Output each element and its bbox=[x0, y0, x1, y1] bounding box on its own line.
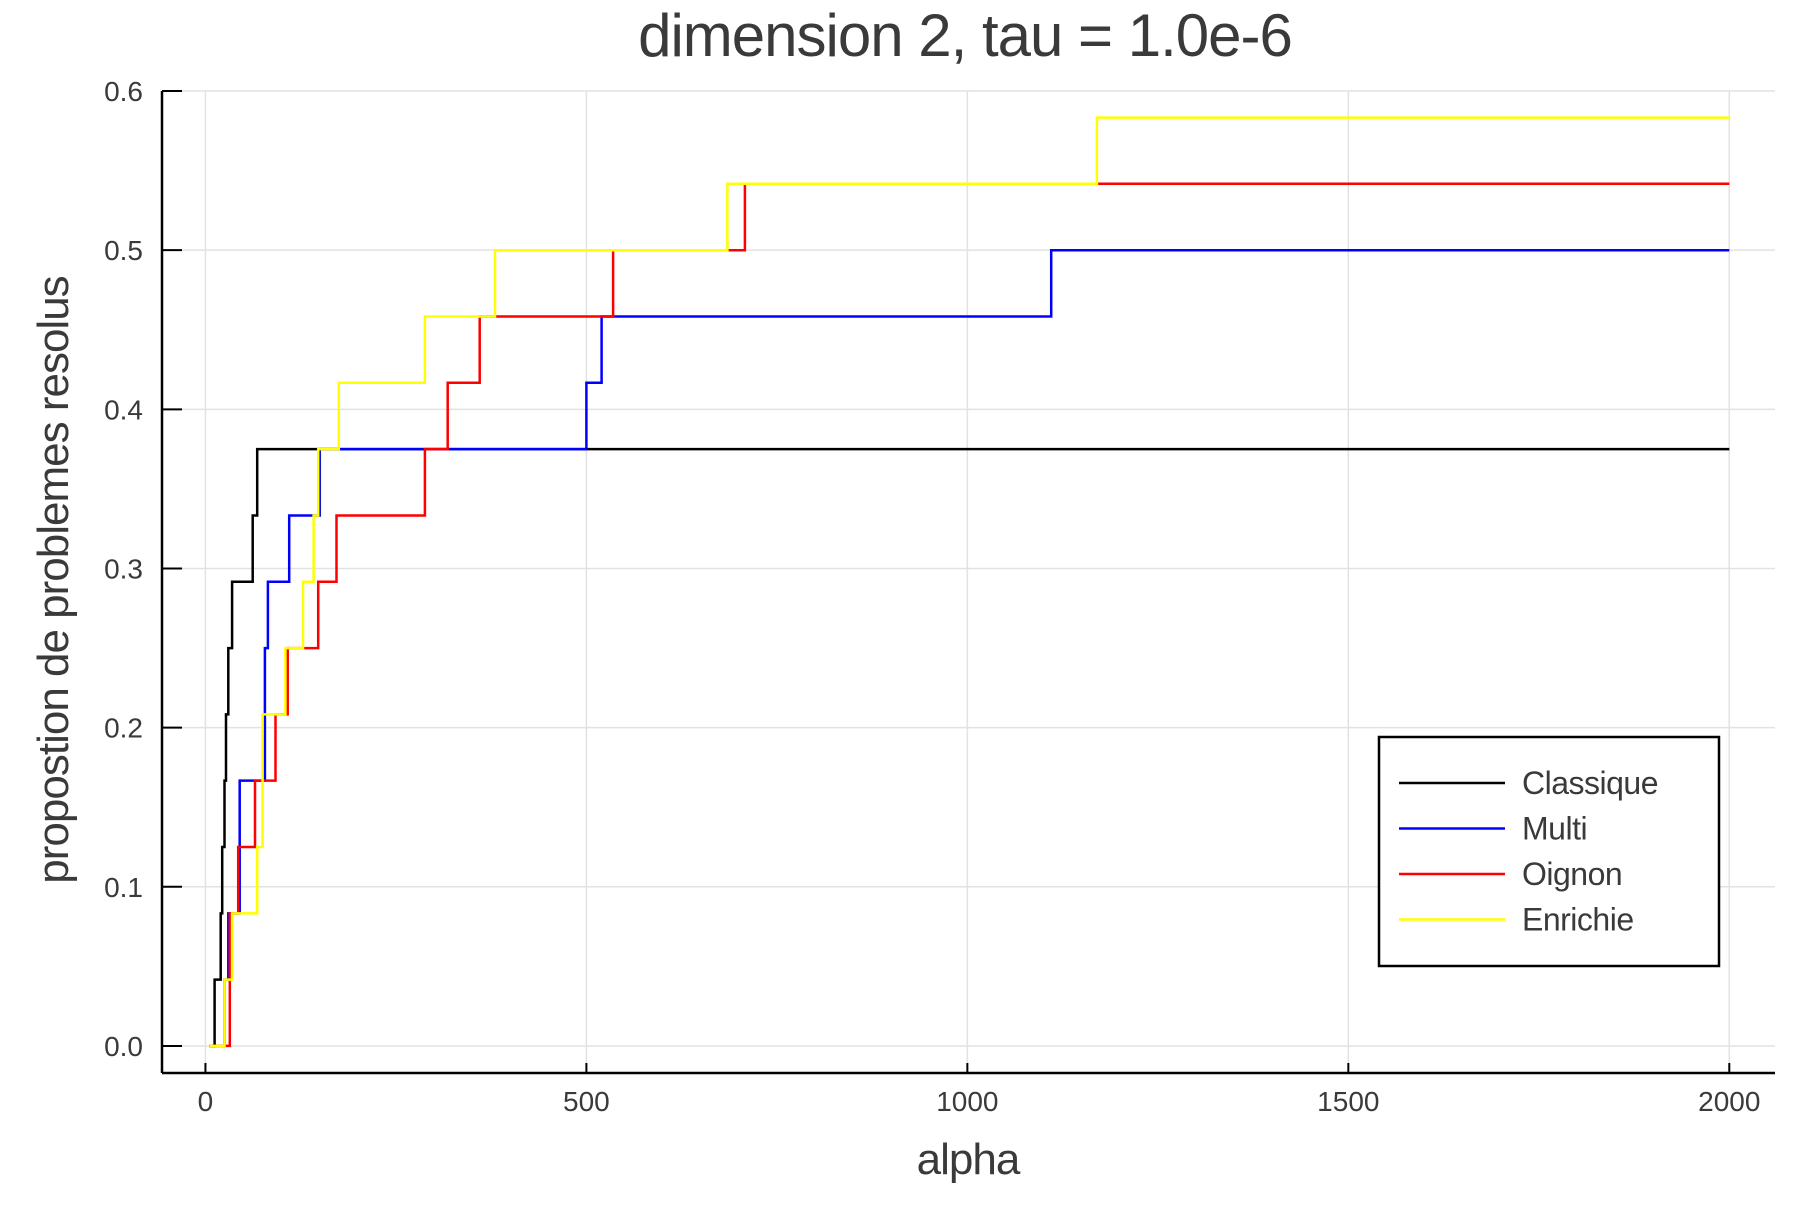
y-tick-label: 0.6 bbox=[104, 76, 143, 107]
x-tick-label: 1500 bbox=[1317, 1086, 1379, 1117]
x-tick-label: 1000 bbox=[936, 1086, 998, 1117]
grid bbox=[162, 90, 1775, 1073]
series-line-enrichie bbox=[209, 116, 1730, 1048]
y-tick-label: 0.1 bbox=[104, 872, 143, 903]
y-tick-label: 0.2 bbox=[104, 713, 143, 744]
x-tick-label: 0 bbox=[198, 1086, 214, 1117]
series-line-multi bbox=[209, 248, 1730, 1048]
y-tick-label: 0.3 bbox=[104, 553, 143, 584]
legend-label-multi: Multi bbox=[1522, 811, 1587, 847]
legend-label-oignon: Oignon bbox=[1522, 856, 1622, 892]
series-layer bbox=[209, 116, 1730, 1048]
x-axis-label: alpha bbox=[917, 1135, 1021, 1184]
series-line-classique bbox=[209, 447, 1730, 1048]
x-tick-label: 500 bbox=[563, 1086, 610, 1117]
series-line-oignon bbox=[209, 182, 1730, 1048]
ticks: 0 500 1000 1500 2000 0.0 0.1 0.2 0.3 0.4 0.5 0.6 bbox=[104, 76, 1760, 1117]
y-tick-label: 0.0 bbox=[104, 1031, 143, 1062]
chart-title: dimension 2, tau = 1.0e-6 bbox=[638, 2, 1292, 69]
legend-label-classique: Classique bbox=[1522, 765, 1658, 801]
y-axis-label: propostion de problemes resolus bbox=[29, 276, 78, 883]
x-tick-label: 2000 bbox=[1698, 1086, 1760, 1117]
legend: Classique Multi Oignon Enrichie bbox=[1377, 735, 1721, 968]
legend-box bbox=[1377, 735, 1721, 968]
y-tick-label: 0.5 bbox=[104, 235, 143, 266]
legend-label-enrichie: Enrichie bbox=[1522, 902, 1634, 938]
y-tick-label: 0.4 bbox=[104, 394, 143, 425]
